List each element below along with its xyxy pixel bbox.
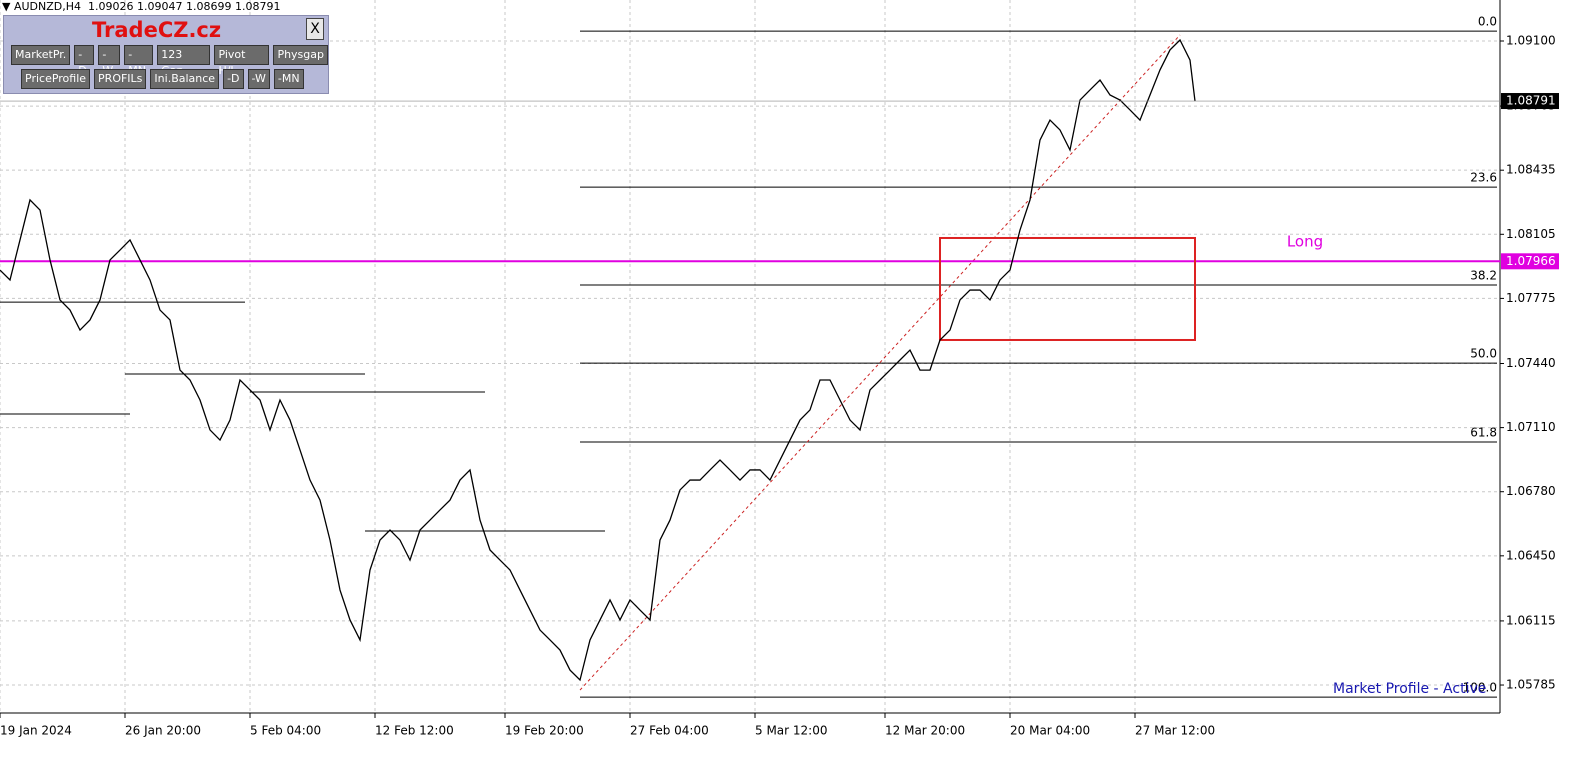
y-tick-label: 1.06115	[1506, 613, 1556, 627]
toolbar-title: TradeCZ.cz	[92, 18, 222, 42]
toolbar-button[interactable]: -W	[98, 45, 121, 77]
y-tick-label: 1.09100	[1506, 33, 1556, 47]
toolbar-button[interactable]: -MN	[273, 69, 304, 89]
price-line	[0, 38, 1196, 682]
x-tick-label: 5 Feb 04:00	[250, 724, 321, 738]
y-tick-label: 1.07440	[1506, 356, 1556, 370]
fib-label: 0.0	[1478, 15, 1497, 29]
price-marker	[1501, 93, 1559, 110]
button-row: MarketPr.-D-W-MN123 GapPivot H/LPhysgap	[11, 45, 328, 77]
fib-label: 61.8	[1470, 425, 1497, 439]
level-marker	[1501, 253, 1559, 270]
x-tick-label: 27 Feb 04:00	[630, 724, 709, 738]
y-tick-label: 1.08105	[1506, 227, 1556, 241]
toolbar-button[interactable]: -W	[247, 69, 270, 89]
price-label: 1.08791	[1506, 94, 1556, 108]
fib-label: 38.2	[1470, 269, 1497, 283]
x-tick-label: 19 Feb 20:00	[505, 724, 584, 738]
y-tick-label: 1.07110	[1506, 420, 1556, 434]
zone-label: Long	[1287, 232, 1323, 250]
ohlc: 1.09026 1.09047 1.08699 1.08791	[88, 0, 281, 13]
fib-label: 100.0	[1463, 681, 1497, 695]
toolbar-button[interactable]: PriceProfile	[21, 69, 91, 89]
y-tick-label: 1.06450	[1506, 548, 1556, 562]
y-tick-label: 1.08435	[1506, 163, 1556, 177]
toolbar-button[interactable]: Physgap	[273, 45, 328, 65]
x-tick-label: 20 Mar 04:00	[1010, 724, 1090, 738]
x-tick-label: 19 Jan 2024	[0, 724, 72, 738]
x-tick-label: 27 Mar 12:00	[1135, 724, 1215, 738]
button-row: PriceProfile PROFILs Ini.Balance -D -W -MN	[21, 69, 304, 89]
header: ▼ AUDNZD,H4 1.09026 1.09047 1.08699 1.08…	[2, 0, 281, 13]
x-tick-label: 5 Mar 12:00	[755, 724, 828, 738]
status-text: Market Profile - Active	[1333, 681, 1487, 697]
toolbar: TradeCZ.cz X MarketPr.-D-W-MN123 GapPivo…	[3, 15, 329, 94]
toolbar-button[interactable]: -D	[74, 45, 95, 77]
toolbar-button[interactable]: -MN	[124, 45, 154, 77]
zone	[939, 236, 1196, 341]
toolbar-button[interactable]: 123 Gap	[157, 45, 211, 77]
x-tick-label: 26 Jan 20:00	[125, 724, 201, 738]
symbol: AUDNZD,H4	[13, 0, 82, 13]
fib-label: 23.6	[1470, 171, 1497, 185]
fib-label: 50.0	[1470, 347, 1497, 361]
y-tick-label: 1.07775	[1506, 291, 1556, 305]
toolbar-button[interactable]: Pivot H/L	[214, 45, 270, 77]
toolbar-button[interactable]: PROFILs	[94, 69, 147, 89]
toolbar-button[interactable]: -D	[223, 69, 244, 89]
y-tick-label: 1.05785	[1506, 678, 1556, 692]
level-label: 1.07966	[1506, 254, 1556, 268]
trend-line	[579, 34, 1181, 691]
x-tick-label: 12 Feb 12:00	[375, 724, 454, 738]
y-tick-label: 1.06780	[1506, 484, 1556, 498]
x-tick-label: 12 Mar 20:00	[885, 724, 965, 738]
close-button[interactable]: X	[306, 18, 324, 40]
toolbar-button[interactable]: MarketPr.	[11, 45, 71, 65]
toolbar-button[interactable]: Ini.Balance	[150, 69, 220, 89]
